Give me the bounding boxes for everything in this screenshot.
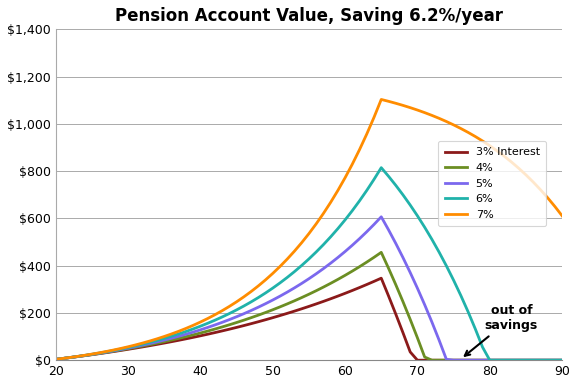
- 5%: [53, 357, 59, 362]
- 4%: [356, 264, 363, 269]
- 6%: [378, 165, 385, 170]
- 7%: [443, 119, 450, 124]
- 4%: [67, 355, 74, 360]
- 3% Interest: [544, 358, 551, 363]
- 5%: [378, 214, 385, 219]
- 7%: [67, 355, 74, 360]
- 4%: [544, 358, 551, 363]
- 6%: [544, 358, 551, 363]
- 4%: [378, 250, 385, 254]
- 5%: [356, 236, 363, 241]
- 7%: [298, 240, 305, 245]
- 4%: [53, 357, 59, 362]
- Line: 7%: 7%: [56, 99, 562, 359]
- 5%: [125, 346, 132, 350]
- 3% Interest: [356, 285, 363, 290]
- 4%: [523, 358, 530, 363]
- 5%: [523, 358, 530, 363]
- 6%: [356, 199, 363, 203]
- Line: 5%: 5%: [56, 217, 562, 360]
- Text: out of
savings: out of savings: [465, 304, 538, 356]
- 5%: [559, 358, 565, 363]
- 6%: [125, 345, 132, 350]
- Line: 6%: 6%: [56, 167, 562, 360]
- 6%: [486, 358, 493, 363]
- 7%: [197, 320, 204, 325]
- 4%: [429, 358, 436, 363]
- Line: 4%: 4%: [56, 252, 562, 360]
- 7%: [559, 214, 565, 218]
- 3% Interest: [67, 355, 74, 360]
- 7%: [356, 147, 363, 152]
- 5%: [298, 281, 305, 286]
- 6%: [298, 263, 305, 268]
- 3% Interest: [523, 358, 530, 363]
- 5%: [544, 358, 551, 363]
- 5%: [450, 358, 457, 363]
- 6%: [67, 355, 74, 360]
- 6%: [53, 357, 59, 362]
- 3% Interest: [378, 276, 385, 281]
- 3% Interest: [298, 306, 305, 311]
- 6%: [559, 358, 565, 363]
- 3% Interest: [414, 358, 421, 363]
- Legend: 3% Interest, 4%, 5%, 6%, 7%: 3% Interest, 4%, 5%, 6%, 7%: [438, 141, 546, 226]
- 4%: [298, 295, 305, 300]
- 3% Interest: [125, 347, 132, 352]
- Title: Pension Account Value, Saving 6.2%/year: Pension Account Value, Saving 6.2%/year: [115, 7, 503, 25]
- 5%: [67, 355, 74, 360]
- Line: 3% Interest: 3% Interest: [56, 278, 562, 360]
- 4%: [125, 346, 132, 351]
- 3% Interest: [53, 357, 59, 362]
- 6%: [523, 358, 530, 363]
- 7%: [53, 357, 59, 362]
- 3% Interest: [559, 358, 565, 363]
- 4%: [559, 358, 565, 363]
- 7%: [537, 187, 544, 192]
- 7%: [378, 97, 385, 102]
